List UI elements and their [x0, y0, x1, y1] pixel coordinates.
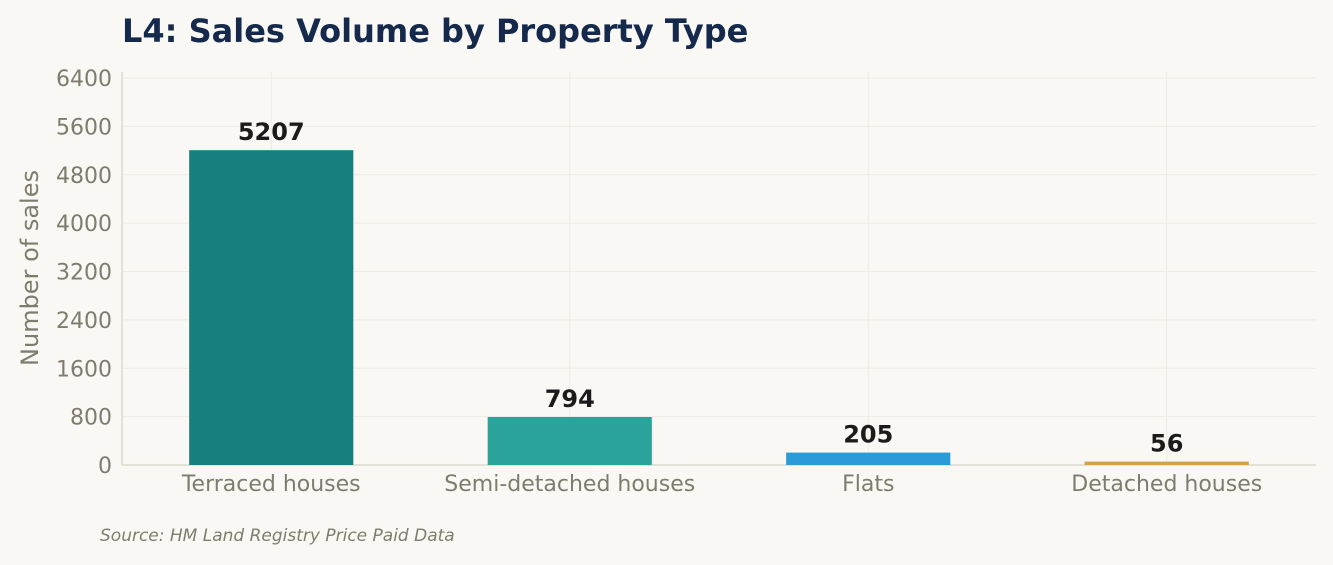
y-tick-label: 4000 — [56, 212, 112, 237]
source-note: Source: HM Land Registry Price Paid Data — [100, 526, 455, 546]
y-tick-label: 6400 — [56, 67, 112, 92]
x-tick-label-detached-houses: Detached houses — [1071, 472, 1262, 497]
y-tick-label: 4800 — [56, 164, 112, 189]
y-tick-label: 5600 — [56, 115, 112, 140]
data-label-semi-detached-houses: 794 — [545, 385, 595, 413]
y-tick-label: 1600 — [56, 357, 112, 382]
y-axis-title: Number of sales — [16, 170, 44, 366]
chart-title: L4: Sales Volume by Property Type — [122, 12, 749, 50]
bar-semi-detached-houses — [487, 416, 652, 465]
data-label-detached-houses: 56 — [1150, 430, 1183, 458]
labels: 0 800 1600 2400 3200 4000 4800 5600 6400 5207 Terr… — [56, 67, 1262, 497]
y-tick-label: 800 — [70, 406, 112, 431]
bars — [189, 150, 1249, 466]
x-tick-label-terraced-houses: Terraced houses — [181, 472, 361, 497]
data-label-flats: 205 — [843, 421, 893, 449]
bar-terraced-houses — [189, 150, 354, 466]
y-tick-label: 3200 — [56, 261, 112, 286]
bar-flats — [786, 452, 951, 465]
bar-detached-houses — [1084, 461, 1249, 465]
y-tick-label: 0 — [98, 454, 112, 479]
x-tick-label-semi-detached-houses: Semi-detached houses — [444, 472, 695, 497]
data-label-terraced-houses: 5207 — [238, 118, 305, 146]
x-tick-label-flats: Flats — [842, 472, 894, 497]
y-tick-label: 2400 — [56, 309, 112, 334]
